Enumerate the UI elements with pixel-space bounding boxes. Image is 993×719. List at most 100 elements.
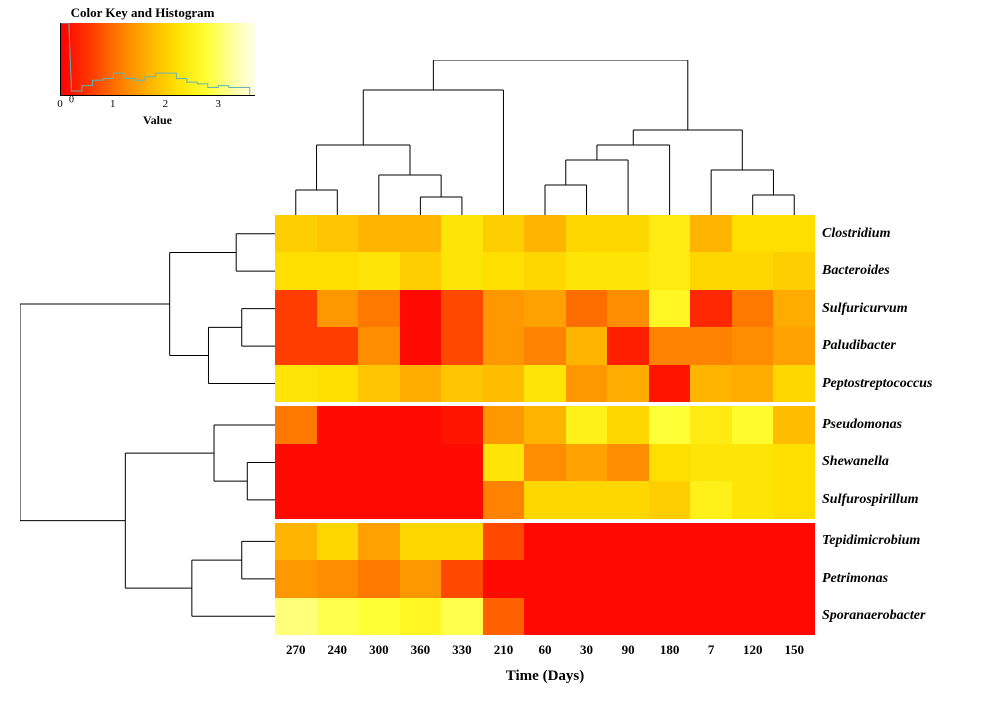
heatmap-cell: [732, 290, 774, 327]
heatmap-cell: [358, 365, 400, 402]
x-axis-label: Time (Days): [275, 668, 815, 685]
heatmap-cell: [732, 215, 774, 252]
heatmap-row: [275, 444, 815, 481]
heatmap-cell: [317, 290, 359, 327]
heatmap-row: [275, 523, 815, 560]
heatmap-row: [275, 215, 815, 252]
heatmap-cell: [649, 365, 691, 402]
heatmap-cell: [483, 215, 525, 252]
color-key-xtick: 0: [57, 98, 63, 110]
heatmap-cell: [649, 481, 691, 518]
column-label: 210: [494, 642, 514, 658]
heatmap-cell: [773, 252, 815, 289]
heatmap-cell: [566, 252, 608, 289]
heatmap-cell: [483, 327, 525, 364]
color-key-xticks: 0123: [60, 98, 255, 112]
heatmap-cell: [773, 327, 815, 364]
heatmap-cell: [524, 406, 566, 443]
heatmap-cell: [441, 444, 483, 481]
heatmap-cell: [441, 406, 483, 443]
heatmap-cell: [607, 290, 649, 327]
heatmap-cell: [483, 481, 525, 518]
column-label: 30: [580, 642, 593, 658]
column-labels: 2702403003603302106030901807120150: [275, 642, 815, 662]
heatmap-row: [275, 560, 815, 597]
heatmap-cell: [441, 327, 483, 364]
heatmap-cell: [566, 523, 608, 560]
heatmap-cell: [566, 481, 608, 518]
heatmap-cell: [275, 252, 317, 289]
heatmap-cell: [400, 365, 442, 402]
heatmap-cell: [483, 290, 525, 327]
heatmap-row: [275, 598, 815, 635]
heatmap-cell: [400, 327, 442, 364]
heatmap-cell: [732, 560, 774, 597]
heatmap-cell: [690, 215, 732, 252]
heatmap-cell: [358, 444, 400, 481]
heatmap-cell: [524, 215, 566, 252]
heatmap-cell: [483, 598, 525, 635]
heatmap-cell: [524, 481, 566, 518]
heatmap-cell: [649, 598, 691, 635]
heatmap-cell: [317, 406, 359, 443]
heatmap-cell: [275, 290, 317, 327]
heatmap-cell: [773, 481, 815, 518]
heatmap-cell: [773, 523, 815, 560]
heatmap-cell: [358, 327, 400, 364]
row-label: Petrimonas: [822, 571, 888, 587]
heatmap-cell: [773, 444, 815, 481]
heatmap-cell: [649, 327, 691, 364]
heatmap-cell: [524, 598, 566, 635]
heatmap-cell: [275, 406, 317, 443]
heatmap-cell: [275, 598, 317, 635]
heatmap-cell: [649, 444, 691, 481]
column-label: 330: [452, 642, 472, 658]
heatmap-cell: [607, 215, 649, 252]
heatmap-cell: [441, 365, 483, 402]
row-label: Shewanella: [822, 454, 889, 470]
column-label: 120: [743, 642, 763, 658]
heatmap-cell: [566, 406, 608, 443]
heatmap-cell: [773, 598, 815, 635]
heatmap-cell: [607, 252, 649, 289]
heatmap-cell: [317, 598, 359, 635]
heatmap-cell: [524, 365, 566, 402]
heatmap-cell: [773, 215, 815, 252]
heatmap-cell: [317, 560, 359, 597]
heatmap-row: [275, 252, 815, 289]
heatmap-cell: [358, 481, 400, 518]
heatmap-cell: [566, 560, 608, 597]
heatmap-cell: [607, 560, 649, 597]
heatmap-cell: [732, 365, 774, 402]
heatmap-cell: [607, 365, 649, 402]
heatmap-row: [275, 406, 815, 443]
heatmap-cell: [358, 560, 400, 597]
heatmap-cell: [690, 327, 732, 364]
heatmap-cell: [441, 598, 483, 635]
heatmap-cell: [690, 444, 732, 481]
heatmap-cell: [566, 290, 608, 327]
column-label: 7: [708, 642, 715, 658]
color-key-xtick: 2: [163, 98, 169, 110]
color-key-xtick: 3: [215, 98, 221, 110]
heatmap-cell: [690, 252, 732, 289]
heatmap-cell: [400, 252, 442, 289]
heatmap-cell: [649, 290, 691, 327]
heatmap-cell: [732, 523, 774, 560]
heatmap-cell: [690, 523, 732, 560]
heatmap-cell: [317, 481, 359, 518]
row-label: Bacteroides: [822, 263, 890, 279]
row-dendrogram: [20, 215, 275, 635]
heatmap-cell: [441, 290, 483, 327]
heatmap-cell: [317, 365, 359, 402]
heatmap-cell: [441, 523, 483, 560]
column-label: 240: [328, 642, 348, 658]
heatmap-cell: [773, 365, 815, 402]
heatmap-cell: [690, 365, 732, 402]
heatmap-cell: [317, 215, 359, 252]
heatmap-cell: [524, 560, 566, 597]
heatmap-cell: [690, 598, 732, 635]
heatmap-cell: [275, 481, 317, 518]
heatmap-cell: [690, 481, 732, 518]
figure-root: { "figure": { "width_px": 993, "height_p…: [0, 0, 993, 719]
